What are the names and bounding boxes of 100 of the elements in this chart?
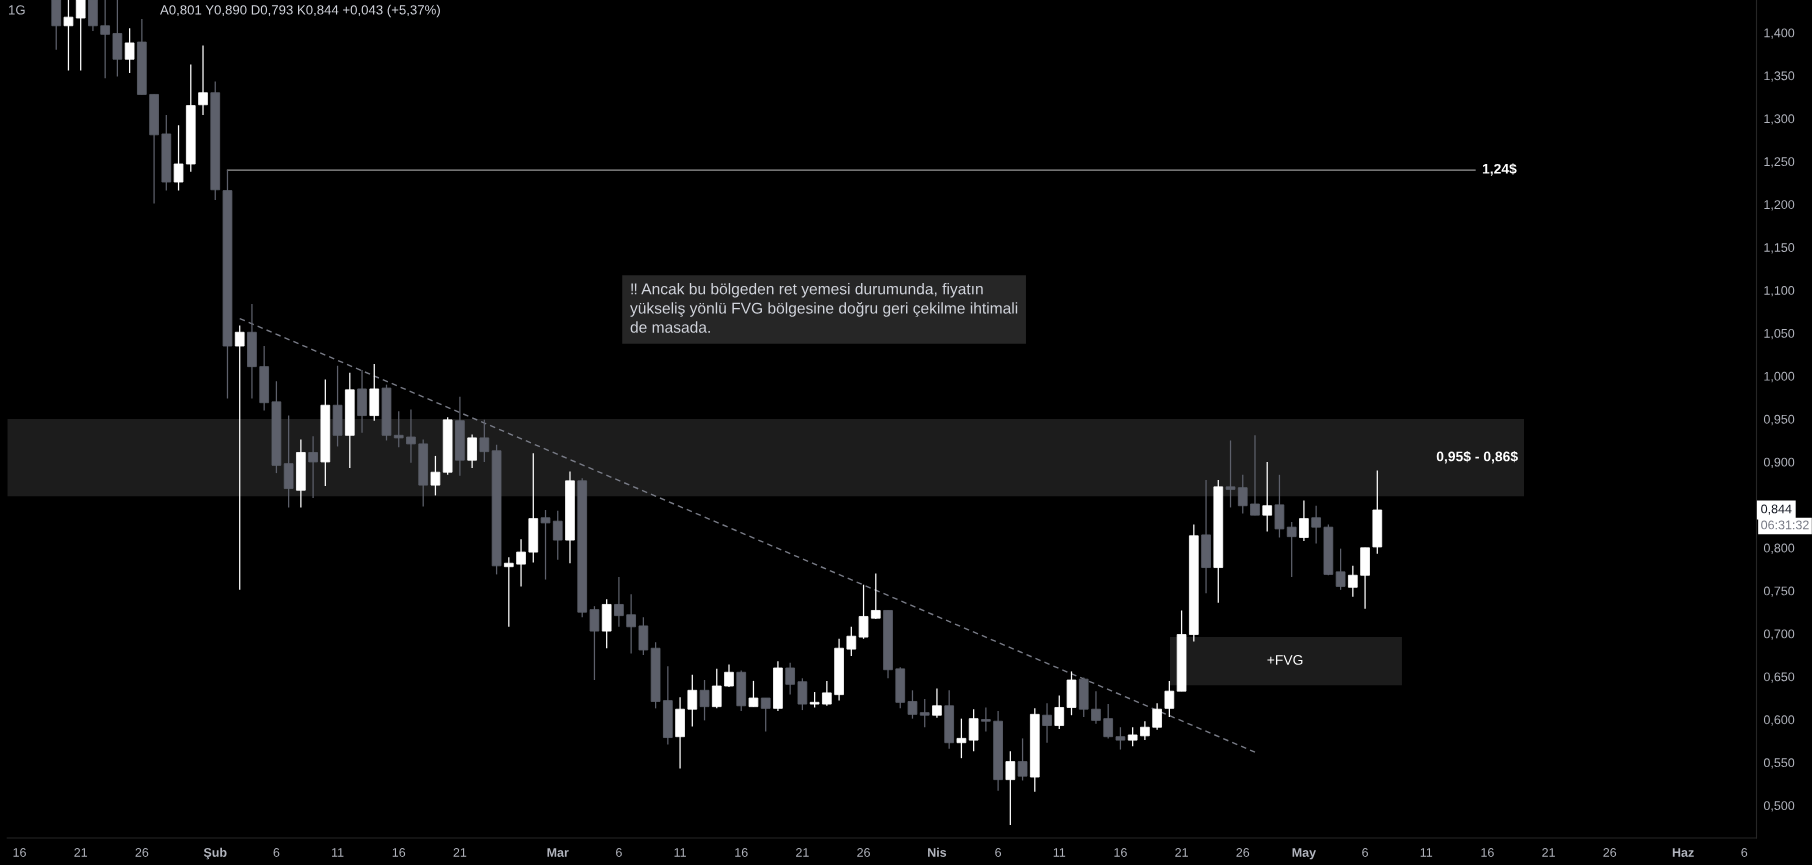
y-tick-label: 0,750 bbox=[1763, 586, 1795, 597]
y-tick-label: 1,000 bbox=[1764, 371, 1795, 383]
x-tick-label: 21 bbox=[453, 848, 467, 857]
candlestick bbox=[748, 680, 759, 708]
candlestick bbox=[1054, 694, 1065, 730]
candlestick bbox=[981, 706, 991, 733]
candlestick bbox=[552, 510, 563, 561]
candlestick bbox=[711, 668, 722, 709]
candlestick bbox=[968, 708, 979, 752]
x-tick-label: 16 bbox=[13, 848, 26, 857]
candlestick bbox=[614, 576, 624, 628]
candlestick bbox=[932, 687, 942, 719]
text: 06:31:32 bbox=[1761, 520, 1809, 530]
y-tick-label: 0,600 bbox=[1763, 715, 1795, 726]
x-tick-label: 26 bbox=[135, 848, 149, 857]
band-label: 0,95$ - 0,86$ bbox=[1436, 450, 1518, 464]
candlestick bbox=[1140, 720, 1150, 741]
candlestick bbox=[63, 0, 74, 72]
candlestick bbox=[1237, 474, 1248, 515]
y-tick-label: 1,300 bbox=[1764, 114, 1795, 125]
candlestick bbox=[1311, 505, 1321, 545]
candlestick bbox=[687, 674, 698, 728]
x-tick-label: 21 bbox=[74, 848, 88, 857]
x-tick-label: 11 bbox=[332, 848, 344, 857]
x-tick-label: 21 bbox=[1542, 848, 1555, 857]
candlestick bbox=[1299, 499, 1309, 542]
candlestick bbox=[308, 435, 318, 499]
x-tick-label: 16 bbox=[1481, 848, 1494, 857]
candlestick bbox=[234, 324, 245, 591]
band-label: +FVG bbox=[1267, 655, 1303, 665]
y-tick-label: 1,100 bbox=[1764, 286, 1795, 297]
y-tick-label: 0,700 bbox=[1763, 629, 1795, 640]
candlestick bbox=[173, 124, 184, 192]
x-tick-label: Haz bbox=[1672, 848, 1694, 857]
candlestick bbox=[760, 697, 771, 733]
candlestick bbox=[406, 408, 416, 464]
candlestick bbox=[822, 680, 832, 707]
x-tick-label: 11 bbox=[1053, 848, 1066, 857]
x-tick-label: 11 bbox=[674, 848, 686, 857]
chart-title: 1G bbox=[9, 5, 25, 15]
x-tick-label: Mar bbox=[547, 848, 569, 857]
candlestick bbox=[1103, 703, 1114, 740]
x-tick-label: 6 bbox=[273, 848, 280, 857]
x-tick-label: 6 bbox=[1741, 848, 1748, 857]
x-tick-label: 11 bbox=[1420, 848, 1433, 857]
x-tick-label: 26 bbox=[1236, 848, 1250, 857]
candlestick bbox=[589, 605, 600, 681]
y-tick-label: 1,050 bbox=[1764, 328, 1795, 340]
y-tick-label: 0,900 bbox=[1763, 457, 1795, 469]
y-tick-label: 1,350 bbox=[1764, 71, 1795, 82]
y-tick-label: 1,250 bbox=[1764, 157, 1795, 168]
candlestick bbox=[1286, 521, 1297, 578]
candlestick bbox=[479, 419, 490, 463]
candlestick bbox=[198, 44, 208, 116]
candlestick bbox=[724, 663, 734, 688]
candlestick bbox=[858, 584, 869, 640]
candlestick bbox=[124, 27, 135, 74]
candlestick bbox=[846, 626, 857, 657]
candlestick bbox=[870, 572, 881, 620]
x-tick-label: Nis bbox=[928, 847, 947, 857]
y-tick-label: 1,150 bbox=[1764, 243, 1795, 254]
candlestick bbox=[1005, 750, 1016, 826]
x-tick-label: 6 bbox=[616, 848, 622, 857]
y-tick-label: 0,650 bbox=[1763, 672, 1795, 683]
candlestick bbox=[1127, 726, 1138, 747]
candlestick bbox=[956, 718, 967, 759]
x-tick-label: 21 bbox=[1175, 848, 1188, 857]
candlestick bbox=[907, 689, 918, 720]
candlestick bbox=[1164, 680, 1175, 718]
x-tick-label: 16 bbox=[735, 848, 748, 857]
candlestick bbox=[1225, 439, 1236, 509]
x-tick-label: May bbox=[1292, 848, 1316, 860]
candlestick bbox=[1115, 726, 1126, 751]
y-tick-label: 0,500 bbox=[1763, 801, 1795, 812]
text: 0,844 bbox=[1761, 504, 1792, 515]
candlestick bbox=[785, 662, 795, 696]
candlestick bbox=[75, 0, 86, 72]
y-tick-label: 0,950 bbox=[1763, 414, 1795, 426]
x-tick-label: 26 bbox=[1603, 848, 1617, 857]
y-tick-label: 1,200 bbox=[1764, 200, 1795, 211]
y-tick-label: 0,800 bbox=[1763, 543, 1795, 554]
x-tick-label: 6 bbox=[1362, 848, 1368, 857]
candlestick bbox=[1250, 434, 1260, 516]
candlestick bbox=[1042, 702, 1052, 744]
x-tick-label: 6 bbox=[995, 848, 1002, 857]
y-tick-label: 0,550 bbox=[1763, 758, 1795, 769]
x-tick-label: 16 bbox=[1114, 848, 1127, 857]
x-tick-label: 16 bbox=[392, 848, 406, 857]
ref-line-label: 1,24$ bbox=[1482, 163, 1517, 176]
candlestick bbox=[1091, 690, 1101, 725]
candlestick bbox=[1152, 702, 1162, 731]
candlestick bbox=[430, 455, 441, 497]
candlestick bbox=[100, 0, 110, 79]
annotation: A0,801 Y0,890 D0,793 K0,844 +0,043 (+5,37%) bbox=[160, 4, 440, 18]
annotation: ‼ Ancak bu bölgeden ret yemesi durumunda, fiyatın yükseliş yönlü FVG bölgesine doğru geri çekilme ihtimali de masada. bbox=[630, 283, 1018, 333]
candlestick bbox=[1335, 548, 1346, 591]
x-tick-label: 21 bbox=[796, 848, 809, 857]
candlestick bbox=[1348, 565, 1358, 598]
x-tick-label: 26 bbox=[857, 848, 870, 857]
candlestick bbox=[626, 593, 636, 655]
